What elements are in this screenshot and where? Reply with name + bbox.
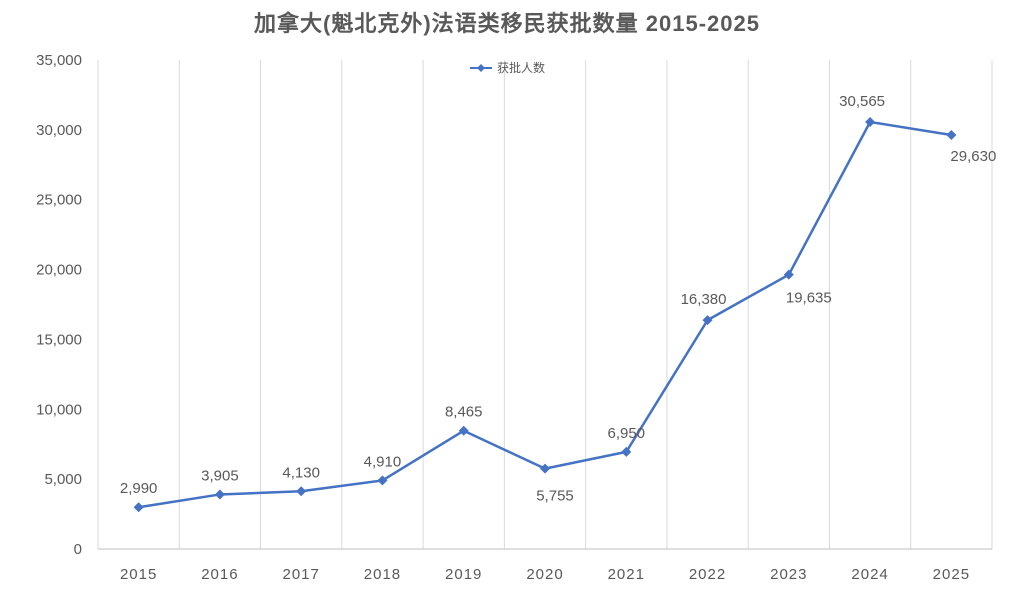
data-label: 6,950 [607,425,645,442]
x-tick-label: 2015 [120,566,157,583]
x-tick-label: 2025 [933,566,970,583]
data-point-marker [783,269,794,280]
x-tick-label: 2017 [282,566,319,583]
data-point-marker [702,315,713,326]
data-label: 8,465 [445,404,483,421]
y-tick-label: 30,000 [36,122,82,139]
chart-title: 加拿大(魁北克外)法语类移民获批数量 2015-2025 [254,11,760,36]
data-point-marker [458,425,469,436]
data-label: 29,630 [950,148,996,165]
x-tick-label: 2021 [608,566,645,583]
data-point-marker [377,475,388,486]
data-label: 4,130 [282,464,320,481]
data-point-marker [946,130,957,141]
x-tick-label: 2019 [445,566,482,583]
data-point-marker [621,446,632,457]
legend-marker [477,64,485,72]
y-tick-label: 5,000 [44,471,82,488]
data-label: 3,905 [201,467,239,484]
x-tick-label: 2016 [201,566,238,583]
data-label: 5,755 [536,488,574,505]
data-point-marker [214,489,225,500]
data-point-marker [540,463,550,474]
x-tick-label: 2022 [689,566,726,583]
x-tick-label: 2023 [770,566,807,583]
legend-label: 获批人数 [497,60,545,75]
y-tick-label: 10,000 [36,401,82,418]
x-tick-label: 2024 [851,566,888,583]
y-tick-label: 0 [74,541,82,558]
data-label: 30,565 [839,93,885,110]
y-tick-label: 15,000 [36,331,82,348]
data-label: 4,910 [364,453,402,470]
x-tick-label: 2020 [526,566,563,583]
data-point-marker [865,116,876,127]
data-label: 19,635 [786,290,832,307]
y-tick-label: 20,000 [36,262,82,279]
x-tick-label: 2018 [364,566,401,583]
y-tick-label: 25,000 [36,192,82,209]
data-point-marker [296,486,307,497]
data-label: 2,990 [120,480,158,497]
data-point-marker [133,502,144,513]
y-tick-label: 35,000 [36,52,82,69]
data-label: 16,380 [681,291,727,308]
